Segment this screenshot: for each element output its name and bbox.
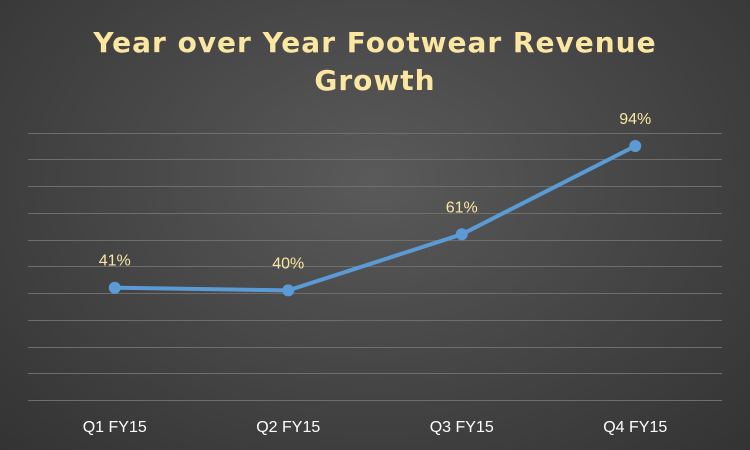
x-tick-label: Q4 FY15 bbox=[603, 419, 667, 436]
x-tick-label: Q2 FY15 bbox=[256, 419, 320, 436]
chart-title: Year over Year Footwear Revenue Growth bbox=[0, 24, 750, 100]
data-label: 94% bbox=[619, 111, 651, 128]
x-tick-label: Q3 FY15 bbox=[430, 419, 494, 436]
series-line bbox=[112, 144, 638, 293]
data-point bbox=[629, 140, 642, 153]
series-0: 41% 40% 61% 94% bbox=[99, 111, 651, 297]
data-point bbox=[108, 281, 121, 294]
data-point bbox=[282, 284, 295, 297]
data-label: 61% bbox=[446, 199, 478, 216]
x-tick-label: Q1 FY15 bbox=[83, 419, 147, 436]
gridlines bbox=[28, 133, 722, 401]
data-point bbox=[455, 228, 468, 241]
x-axis-tick-labels: Q1 FY15 Q2 FY15 Q3 FY15 Q4 FY15 bbox=[83, 419, 668, 436]
data-label: 40% bbox=[272, 255, 304, 272]
chart-title-line-1: Year over Year Footwear Revenue bbox=[93, 26, 657, 59]
chart-title-line-2: Growth bbox=[314, 64, 436, 97]
data-label: 41% bbox=[99, 253, 131, 270]
